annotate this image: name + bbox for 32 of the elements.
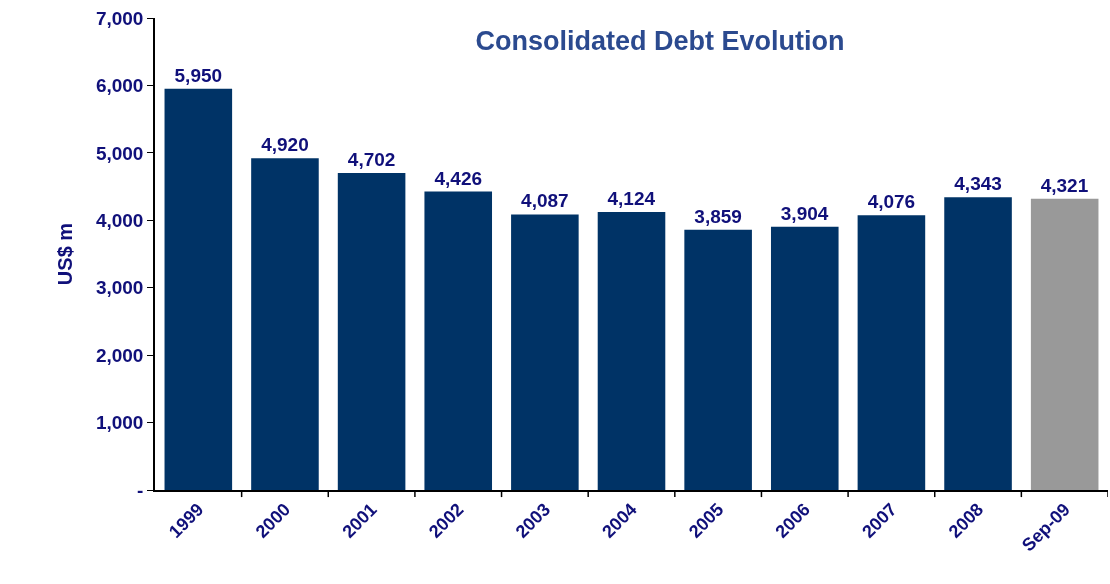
bar <box>770 226 839 490</box>
bar <box>424 191 493 490</box>
data-label: 4,087 <box>521 190 569 212</box>
data-label: 4,124 <box>607 187 656 209</box>
bar <box>1030 198 1099 490</box>
bar <box>684 229 752 490</box>
bar <box>857 215 926 490</box>
y-tick-label: - <box>137 479 144 501</box>
bar <box>597 211 666 490</box>
data-label: 4,343 <box>954 173 1002 195</box>
bar <box>511 214 579 490</box>
y-tick-label: 6,000 <box>95 75 144 97</box>
data-label: 4,076 <box>867 191 916 213</box>
y-tick-label: 7,000 <box>95 7 144 29</box>
bar <box>337 172 406 490</box>
data-label: 4,426 <box>434 167 482 189</box>
y-tick-label: 1,000 <box>95 412 144 434</box>
data-label: 4,920 <box>261 134 309 156</box>
data-label: 4,702 <box>347 148 396 170</box>
bar <box>944 197 1012 490</box>
y-axis-title: US$ m <box>53 222 76 286</box>
y-tick-label: 2,000 <box>95 344 144 366</box>
bar <box>164 88 233 490</box>
y-tick-label: 5,000 <box>95 142 144 164</box>
bar <box>251 158 319 490</box>
y-tick-label: 3,000 <box>95 277 144 299</box>
data-label: 3,859 <box>694 205 742 227</box>
data-label: 3,904 <box>780 202 829 224</box>
data-label: 4,321 <box>1040 174 1089 196</box>
chart-title: Consolidated Debt Evolution <box>475 26 845 57</box>
y-tick-label: 4,000 <box>95 209 144 231</box>
data-label: 5,950 <box>174 64 223 86</box>
